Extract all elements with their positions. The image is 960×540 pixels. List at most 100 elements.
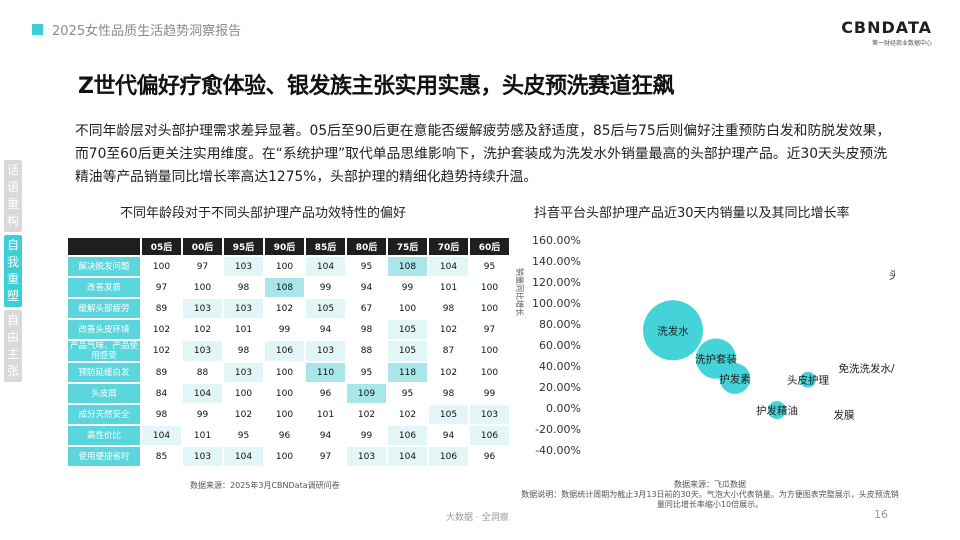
y-tick-label: 120.00% bbox=[532, 276, 581, 289]
heatmap-cell: 99 bbox=[306, 278, 345, 297]
logo-sub-text: 第一财经商业数据中心 bbox=[871, 40, 932, 47]
logo-main-text: CBNDATA bbox=[841, 18, 932, 37]
bubble-chart: 销量同比增长 160.00% 140.00% 120.00% 100.00% 80.00%… bbox=[515, 234, 895, 457]
heatmap-cell: 101 bbox=[183, 426, 222, 445]
heatmap-table: 05后 00后 95后 90后 85后 80后 75后 70后 60后 解决脱发问题 100 97 10… bbox=[66, 236, 511, 468]
heatmap-row-header: 高性价比 bbox=[68, 426, 140, 445]
header-accent-square bbox=[32, 24, 43, 35]
heatmap-cell: 100 bbox=[183, 278, 222, 297]
heatmap-cell: 104 bbox=[388, 447, 427, 466]
heatmap-row-header: 改善头皮环境 bbox=[68, 320, 140, 339]
bubble-point bbox=[800, 371, 816, 388]
bubble-label: 头皮预洗 bbox=[889, 269, 895, 282]
heatmap-cell: 102 bbox=[224, 405, 263, 424]
heatmap-cell: 102 bbox=[429, 320, 468, 339]
bubble-label: 洗护套装 bbox=[695, 353, 737, 366]
heatmap-cell: 103 bbox=[347, 447, 386, 466]
y-tick-label: -20.00% bbox=[535, 423, 581, 436]
heatmap-column-header: 95后 bbox=[224, 238, 263, 255]
heatmap-row: 成分天然安全 98 99 102 100 101 102 102 105 103 bbox=[68, 405, 509, 424]
heatmap-row-header: 头皮屑 bbox=[68, 384, 140, 403]
cbndata-logo: CBNDATA 第一财经商业数据中心 bbox=[841, 18, 932, 47]
heatmap-cell: 103 bbox=[183, 341, 222, 361]
y-tick-label: -40.00% bbox=[535, 444, 581, 457]
heatmap-cell: 99 bbox=[183, 405, 222, 424]
bubble-label: 护发精油 bbox=[756, 404, 798, 417]
heatmap-cell: 88 bbox=[347, 341, 386, 361]
heatmap-row: 改善头皮环境 102 102 101 99 94 98 105 102 97 bbox=[68, 320, 509, 339]
bubble-label: 头皮护理 bbox=[787, 374, 829, 387]
heatmap-cell: 98 bbox=[224, 341, 263, 361]
bubble-source-line: 数据来源：飞瓜数据 bbox=[674, 480, 746, 489]
heatmap-corner bbox=[68, 238, 140, 255]
footer-slogan: 大数据 · 全洞察 bbox=[446, 513, 509, 523]
side-tab-label: 自 由 主 张 bbox=[6, 313, 19, 378]
heatmap-cell: 101 bbox=[224, 320, 263, 339]
heatmap-cell: 98 bbox=[224, 278, 263, 297]
heatmap-cell: 84 bbox=[142, 384, 181, 403]
heatmap-cell: 97 bbox=[306, 447, 345, 466]
heatmap-row-header: 缓解头部疲劳 bbox=[68, 299, 140, 318]
heatmap-cell: 97 bbox=[183, 257, 222, 276]
bubble-label: 洗发水 bbox=[657, 324, 689, 337]
side-tab-2[interactable]: 自 由 主 张 bbox=[4, 310, 22, 382]
heatmap-cell: 104 bbox=[142, 426, 181, 445]
side-tab-label: 话 语 重 构 bbox=[6, 163, 19, 228]
heatmap-cell: 96 bbox=[306, 384, 345, 403]
page-title: Z世代偏好疗愈体验、银发族主张实用实惠，头皮预洗赛道狂飙 bbox=[78, 74, 674, 99]
heatmap-cell: 95 bbox=[347, 363, 386, 382]
heatmap-cell: 110 bbox=[306, 363, 345, 382]
heatmap-column-header: 05后 bbox=[142, 238, 181, 255]
side-tab-1[interactable]: 自 我 重 塑 bbox=[4, 235, 22, 307]
heatmap-column-header: 00后 bbox=[183, 238, 222, 255]
heatmap-cell: 95 bbox=[347, 257, 386, 276]
y-tick-label: 160.00% bbox=[532, 234, 581, 247]
heatmap-cell: 94 bbox=[347, 278, 386, 297]
side-tabs: 话 语 重 构自 我 重 塑自 由 主 张 bbox=[4, 160, 22, 385]
heatmap-cell: 98 bbox=[142, 405, 181, 424]
heatmap-cell: 104 bbox=[306, 257, 345, 276]
bubble-label: 护发素 bbox=[719, 373, 751, 386]
y-tick-label: 80.00% bbox=[539, 318, 581, 331]
heatmap-title: 不同年龄段对于不同头部护理产品功效特性的偏好 bbox=[120, 206, 407, 221]
side-tab-0[interactable]: 话 语 重 构 bbox=[4, 160, 22, 232]
heatmap-row-header: 预防延缓白发 bbox=[68, 363, 140, 382]
heatmap-cell: 99 bbox=[265, 320, 304, 339]
heatmap-column-header: 75后 bbox=[388, 238, 427, 255]
heatmap-cell: 100 bbox=[265, 447, 304, 466]
heatmap-cell: 98 bbox=[429, 299, 468, 318]
heatmap-cell: 99 bbox=[347, 426, 386, 445]
heatmap-cell: 104 bbox=[429, 257, 468, 276]
bubble-label: 发膜 bbox=[834, 408, 855, 421]
side-tab-label: 自 我 重 塑 bbox=[6, 238, 19, 303]
heatmap-cell: 103 bbox=[224, 257, 263, 276]
bubble-note-line: 数据说明：数据统计周期为截止3月13日前的30天。气泡大小代表销量。为方便图表完… bbox=[521, 490, 899, 509]
y-tick-label: 100.00% bbox=[532, 297, 581, 310]
heatmap-cell: 94 bbox=[306, 426, 345, 445]
heatmap-row-header: 产品气味、产品使用感受 bbox=[68, 341, 140, 361]
heatmap-column-header: 70后 bbox=[429, 238, 468, 255]
heatmap-cell: 100 bbox=[265, 405, 304, 424]
heatmap-cell: 103 bbox=[224, 299, 263, 318]
bubble-point bbox=[719, 363, 751, 394]
heatmap-cell: 105 bbox=[388, 320, 427, 339]
report-title: 2025女性品质生活趋势洞察报告 bbox=[52, 24, 242, 39]
heatmap-cell: 104 bbox=[183, 384, 222, 403]
bubble-point bbox=[643, 300, 703, 361]
heatmap-cell: 102 bbox=[429, 363, 468, 382]
heatmap-row: 解决脱发问题 100 97 103 100 104 95 108 104 95 bbox=[68, 257, 509, 276]
heatmap-cell: 85 bbox=[142, 447, 181, 466]
heatmap-cell: 108 bbox=[265, 278, 304, 297]
heatmap-cell: 109 bbox=[347, 384, 386, 403]
y-tick-label: 60.00% bbox=[539, 339, 581, 352]
heatmap-cell: 103 bbox=[224, 363, 263, 382]
heatmap-cell: 97 bbox=[470, 320, 509, 339]
heatmap-cell: 118 bbox=[388, 363, 427, 382]
heatmap-cell: 100 bbox=[265, 363, 304, 382]
heatmap-cell: 100 bbox=[142, 257, 181, 276]
heatmap-cell: 105 bbox=[388, 341, 427, 361]
heatmap-cell: 97 bbox=[142, 278, 181, 297]
heatmap-cell: 103 bbox=[306, 341, 345, 361]
heatmap-cell: 98 bbox=[429, 384, 468, 403]
heatmap-cell: 102 bbox=[142, 320, 181, 339]
